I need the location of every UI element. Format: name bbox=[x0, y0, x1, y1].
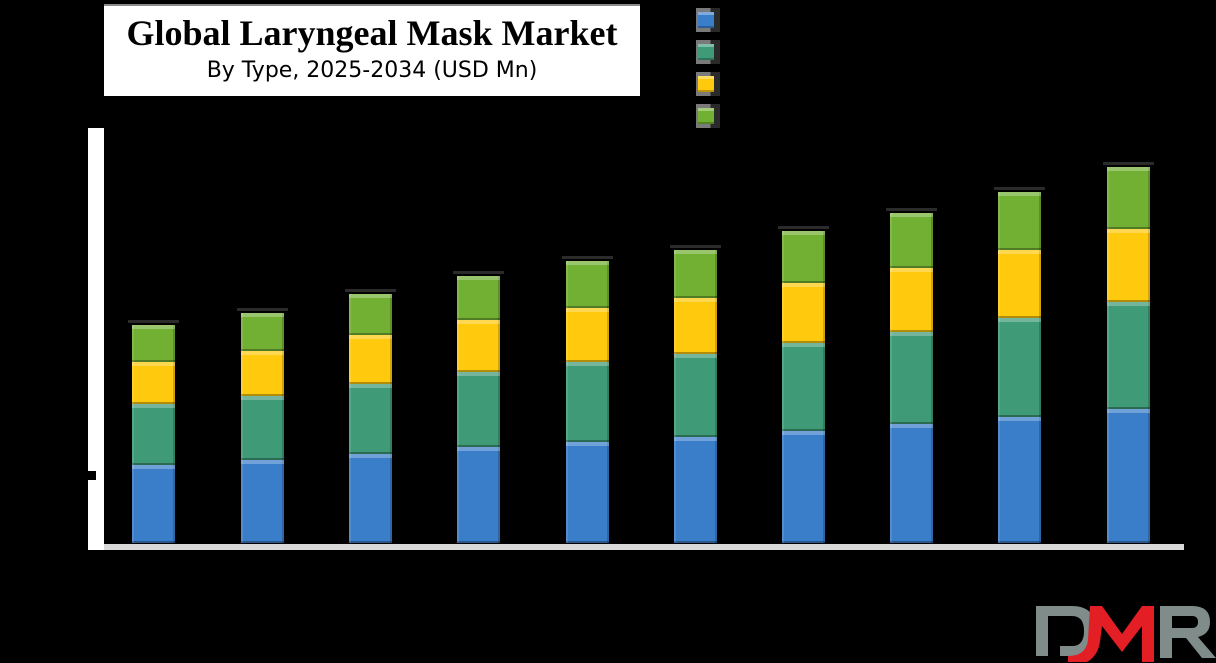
x-axis-label: 2029 bbox=[571, 556, 603, 572]
legend-swatch-icon bbox=[698, 12, 714, 28]
legend-item-4 bbox=[696, 102, 896, 134]
x-axis-label: 2031 bbox=[787, 556, 819, 572]
bar-2028 bbox=[453, 271, 504, 543]
bar-segment bbox=[457, 276, 500, 320]
x-axis-label: 2032 bbox=[895, 556, 927, 572]
bar-2033 bbox=[994, 187, 1045, 543]
bar-segment bbox=[890, 268, 933, 332]
legend-swatch-icon bbox=[698, 44, 714, 60]
bar-segment bbox=[674, 354, 717, 437]
bar-cap bbox=[453, 271, 504, 274]
bar-segment bbox=[241, 460, 284, 543]
bar-segment bbox=[998, 192, 1041, 250]
x-axis-label: 2028 bbox=[462, 556, 494, 572]
bar-segment bbox=[674, 250, 717, 298]
legend-swatch-icon bbox=[698, 108, 714, 124]
bar-cap bbox=[128, 320, 179, 323]
chart-title-box: Global Laryngeal Mask Market By Type, 20… bbox=[104, 4, 640, 96]
bar-segment bbox=[566, 362, 609, 442]
legend-item-3 bbox=[696, 70, 896, 102]
x-axis-label: 2027 bbox=[354, 556, 386, 572]
bar-segment bbox=[457, 447, 500, 543]
x-axis bbox=[104, 544, 1184, 550]
bar-cap bbox=[778, 226, 829, 229]
bar-segment bbox=[1107, 229, 1150, 302]
x-axis-label: 2026 bbox=[246, 556, 278, 572]
logo-letter-d bbox=[1036, 606, 1096, 656]
bar-segment bbox=[890, 332, 933, 424]
bar-segment bbox=[566, 308, 609, 362]
bar-segment bbox=[674, 298, 717, 354]
bar-segment bbox=[782, 283, 825, 343]
bar-cap bbox=[562, 256, 613, 259]
bar-cap bbox=[345, 289, 396, 292]
bar-cap bbox=[670, 245, 721, 248]
bar-2031 bbox=[778, 226, 829, 543]
bar-segment bbox=[782, 343, 825, 431]
bar-2025 bbox=[128, 320, 179, 543]
bar-segment bbox=[566, 261, 609, 308]
logo-letter-r bbox=[1160, 606, 1216, 658]
bar-cap bbox=[237, 308, 288, 311]
bar-segment bbox=[782, 231, 825, 283]
x-axis-label: 2034 bbox=[1112, 556, 1144, 572]
bar-segment bbox=[349, 384, 392, 454]
legend-swatch-icon bbox=[698, 76, 714, 92]
bar-segment bbox=[349, 294, 392, 335]
bar-segment bbox=[132, 404, 175, 465]
bar-segment bbox=[1107, 167, 1150, 229]
bar-2034 bbox=[1103, 162, 1154, 543]
bar-segment bbox=[998, 417, 1041, 543]
bar-segment bbox=[457, 372, 500, 447]
bar-segment bbox=[674, 437, 717, 543]
bar-segment bbox=[132, 362, 175, 404]
legend-item-2 bbox=[696, 38, 896, 70]
bar-segment bbox=[890, 213, 933, 268]
logo-letter-m bbox=[1068, 606, 1154, 662]
bar-segment bbox=[1107, 409, 1150, 543]
bar-2026 bbox=[237, 308, 288, 543]
chart-legend bbox=[696, 6, 896, 134]
bar-segment bbox=[1107, 302, 1150, 409]
bar-segment bbox=[998, 318, 1041, 417]
bar-segment bbox=[782, 431, 825, 543]
bar-segment bbox=[241, 351, 284, 396]
bar-segment bbox=[241, 313, 284, 351]
chart-title: Global Laryngeal Mask Market bbox=[126, 13, 618, 53]
bar-segment bbox=[132, 325, 175, 362]
bar-segment bbox=[998, 250, 1041, 318]
legend-item-1 bbox=[696, 6, 896, 38]
bar-cap bbox=[1103, 162, 1154, 165]
bar-segment bbox=[457, 320, 500, 372]
y-axis bbox=[88, 128, 104, 550]
x-axis-label: 2030 bbox=[679, 556, 711, 572]
bar-segment bbox=[349, 454, 392, 543]
bar-2030 bbox=[670, 245, 721, 543]
bar-segment bbox=[890, 424, 933, 543]
bar-cap bbox=[886, 208, 937, 211]
bar-segment bbox=[241, 396, 284, 460]
x-axis-label: 2025 bbox=[137, 556, 169, 572]
bar-segment bbox=[349, 335, 392, 384]
plot-area bbox=[104, 128, 1184, 543]
y-axis-tick bbox=[88, 471, 96, 480]
dmr-logo bbox=[1036, 606, 1216, 662]
chart-subtitle: By Type, 2025-2034 (USD Mn) bbox=[206, 58, 538, 83]
bar-2029 bbox=[562, 256, 613, 543]
bar-segment bbox=[566, 442, 609, 543]
bar-cap bbox=[994, 187, 1045, 190]
bar-segment bbox=[132, 465, 175, 543]
bar-2032 bbox=[886, 208, 937, 543]
bar-2027 bbox=[345, 289, 396, 543]
x-axis-label: 2033 bbox=[1003, 556, 1035, 572]
